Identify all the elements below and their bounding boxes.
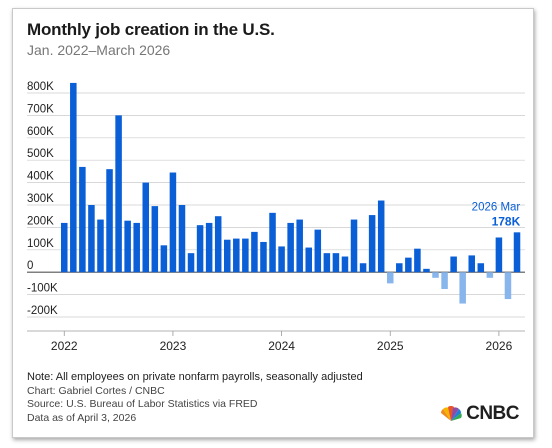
bar-2024-10 <box>359 263 367 273</box>
bar-2024-07 <box>332 253 340 273</box>
bar-2022-03 <box>79 166 86 273</box>
bar-2023-01 <box>169 172 177 273</box>
y-tick-label: -200K <box>27 305 58 317</box>
bar-2024-06 <box>323 253 331 273</box>
y-axis-labels: 800K 700K 600K 500K 400K 300K 200K 100K 0 -100K -2… <box>27 81 58 317</box>
bar-2024-01 <box>278 246 285 273</box>
bar-2022-08 <box>124 220 131 273</box>
bar-2023-10 <box>251 231 258 273</box>
bar-2023-05 <box>205 222 213 273</box>
y-tick-label: 500K <box>27 148 54 160</box>
bar-2023-12 <box>269 212 276 273</box>
bar-2024-12 <box>377 200 385 273</box>
bar-2022-09 <box>133 222 140 273</box>
y-tick-label: 600K <box>27 126 54 138</box>
bar-2023-06 <box>214 216 222 273</box>
bar-2025-07 <box>441 272 448 289</box>
bars <box>61 82 521 304</box>
x-axis: 2022 2023 2024 2025 2026 <box>27 330 525 353</box>
logo-text: CNBC <box>466 403 519 424</box>
y-tick-label: 400K <box>27 171 54 183</box>
bar-chart: 800K 700K 600K 500K 400K 300K 200K 100K 0 -100K -2… <box>27 81 525 353</box>
bar-2023-09 <box>242 238 249 273</box>
bar-2023-04 <box>196 225 204 273</box>
footer-note: Note: All employees on private nonfarm p… <box>27 371 363 383</box>
bar-2024-02 <box>287 222 294 273</box>
x-tick-label: 2023 <box>160 339 187 353</box>
bar-2022-06 <box>106 169 113 273</box>
x-tick-label: 2024 <box>268 339 295 353</box>
bar-2023-08 <box>233 238 240 273</box>
bar-2024-05 <box>314 229 322 273</box>
bar-2022-10 <box>142 182 150 273</box>
bar-2025-01 <box>386 272 394 284</box>
y-tick-label: 800K <box>27 81 54 93</box>
bar-2025-08 <box>450 256 457 273</box>
bar-2024-04 <box>305 247 313 273</box>
y-tick-label: 100K <box>27 238 54 250</box>
y-tick-label: 300K <box>27 193 54 205</box>
x-tick-label: 2022 <box>51 339 78 353</box>
bar-2023-03 <box>187 253 195 273</box>
bar-2025-11 <box>477 263 485 273</box>
bar-2025-04 <box>414 248 421 273</box>
y-tick-label: 200K <box>27 215 54 227</box>
bar-2023-11 <box>260 241 267 273</box>
bar-2025-03 <box>405 257 412 273</box>
bar-2022-02 <box>70 82 77 273</box>
bar-2025-12 <box>486 272 494 278</box>
bar-2024-03 <box>296 219 303 273</box>
bar-2026-02 <box>504 272 512 300</box>
cnbc-logo: CNBC <box>440 403 519 425</box>
y-tick-label: 700K <box>27 103 54 115</box>
bar-2022-01 <box>61 222 68 273</box>
bar-2026-03 <box>513 232 521 273</box>
footer-credit: Chart: Gabriel Cortes / CNBC <box>27 385 165 398</box>
bar-2025-02 <box>396 263 403 273</box>
footer-date: Data as of April 3, 2026 <box>27 411 137 424</box>
bar-2024-08 <box>341 256 349 273</box>
x-tick-label: 2025 <box>377 339 404 353</box>
gridlines <box>27 92 525 318</box>
bar-2024-11 <box>368 215 376 273</box>
bar-2025-06 <box>432 272 439 278</box>
annotation-value: 178K <box>492 214 521 228</box>
bar-2023-02 <box>178 205 186 273</box>
bar-2024-09 <box>350 219 358 273</box>
bar-2026-01 <box>495 237 503 273</box>
bar-2022-11 <box>151 206 159 273</box>
y-tick-label: 0 <box>27 260 33 272</box>
chart-card: Monthly job creation in the U.S. Jan. 20… <box>12 8 534 438</box>
bar-2025-10 <box>468 255 475 273</box>
chart-subtitle: Jan. 2022–March 2026 <box>27 42 171 58</box>
bar-2022-05 <box>97 219 104 273</box>
bar-2022-12 <box>160 245 168 273</box>
x-tick-label: 2026 <box>486 339 513 353</box>
bar-2025-05 <box>423 268 430 273</box>
peacock-icon <box>441 406 462 421</box>
chart-title: Monthly job creation in the U.S. <box>27 20 275 39</box>
y-tick-label: -100K <box>27 283 58 295</box>
chart-footer: Note: All employees on private nonfarm p… <box>27 371 363 425</box>
bar-2022-07 <box>115 115 122 273</box>
bar-2022-04 <box>88 205 95 273</box>
footer-source: Source: U.S. Bureau of Labor Statistics … <box>27 398 258 411</box>
bar-2023-07 <box>223 239 231 273</box>
bar-2025-09 <box>459 272 466 304</box>
annotation-label: 2026 Mar <box>472 201 521 213</box>
